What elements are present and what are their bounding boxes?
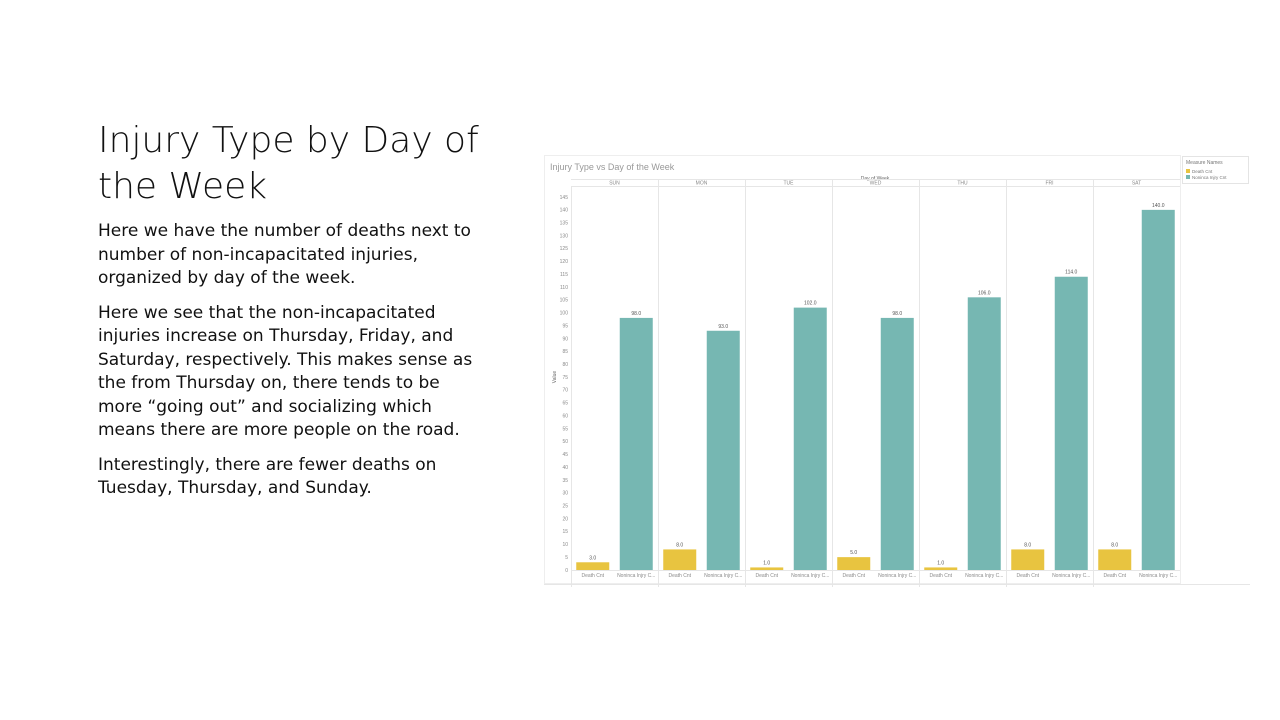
death-bar-sat <box>1098 549 1132 570</box>
noninca-bar-mon <box>706 330 740 570</box>
death-bar-sun <box>576 562 610 570</box>
x-tick-label: Death Cnt <box>581 573 604 579</box>
x-tick-label: Death Cnt <box>842 573 865 579</box>
y-tick-label: 50 <box>562 439 568 445</box>
noninca-bar-sun <box>619 317 653 570</box>
bar-value-label: 140.0 <box>1152 203 1165 209</box>
x-tick-label: Noninca Injry C... <box>1052 573 1090 579</box>
legend-swatch-death <box>1186 169 1190 173</box>
x-tick-label: Death Cnt <box>1016 573 1039 579</box>
y-tick-label: 60 <box>562 413 568 419</box>
y-tick-label: 15 <box>562 529 568 535</box>
noninca-bar-tue <box>793 307 827 570</box>
y-tick-label: 45 <box>562 452 568 458</box>
noninca-bar-wed <box>880 317 914 570</box>
day-header-tue: TUE <box>784 181 795 187</box>
day-header-mon: MON <box>696 181 708 187</box>
day-header-thu: THU <box>957 181 968 187</box>
bar-value-label: 98.0 <box>892 311 902 317</box>
x-tick-label: Death Cnt <box>668 573 691 579</box>
day-header-fri: FRI <box>1045 181 1053 187</box>
y-tick-label: 30 <box>562 491 568 497</box>
legend-title: Measure Names <box>1186 160 1223 166</box>
bar-value-label: 8.0 <box>1111 542 1118 548</box>
bar-value-label: 98.0 <box>631 311 641 317</box>
legend-label-death: Death Cnt <box>1192 169 1213 174</box>
legend: Measure Names Death Cnt Noninca Injry Cn… <box>1182 156 1249 184</box>
noninca-bar-sat <box>1141 209 1175 570</box>
y-tick-label: 0 <box>565 568 568 574</box>
y-tick-label: 20 <box>562 516 568 522</box>
paragraph-1: Here we have the number of deaths next t… <box>98 221 471 288</box>
x-tick-label: Noninca Injry C... <box>878 573 916 579</box>
bar-value-label: 114.0 <box>1065 270 1077 276</box>
y-tick-label: 90 <box>562 336 568 342</box>
x-tick-label: Death Cnt <box>1103 573 1126 579</box>
death-bar-fri <box>1011 549 1045 570</box>
slide-title: Injury Type by Day of the Week <box>98 120 479 207</box>
y-tick-label: 65 <box>562 401 568 407</box>
slide-body: Here we have the number of deaths next t… <box>98 220 483 512</box>
chart-title: Injury Type vs Day of the Week <box>550 162 675 172</box>
noninca-bar-thu <box>967 297 1001 570</box>
y-tick-label: 120 <box>560 259 569 265</box>
x-tick-label: Death Cnt <box>929 573 952 579</box>
y-tick-label: 10 <box>562 542 568 548</box>
y-tick-label: 55 <box>562 426 568 432</box>
bar-value-label: 106.0 <box>978 290 991 296</box>
death-bar-mon <box>663 549 697 570</box>
bar-value-label: 5.0 <box>850 550 857 556</box>
legend-label-noninca: Noninca Injry Cnt <box>1192 175 1227 180</box>
x-tick-label: Noninca Injry C... <box>704 573 742 579</box>
bar-value-label: 1.0 <box>937 560 944 566</box>
y-tick-label: 100 <box>560 311 569 317</box>
y-tick-label: 95 <box>562 323 568 329</box>
noninca-bar-fri <box>1054 276 1088 570</box>
x-tick-label: Noninca Injry C... <box>1139 573 1177 579</box>
paragraph-3: Interestingly, there are fewer deaths on… <box>98 454 437 499</box>
y-tick-label: 35 <box>562 478 568 484</box>
y-tick-label: 5 <box>565 555 568 561</box>
death-bar-wed <box>837 557 871 570</box>
y-tick-label: 75 <box>562 375 568 381</box>
y-tick-label: 130 <box>560 233 569 239</box>
y-tick-label: 115 <box>560 272 568 278</box>
y-tick-label: 40 <box>562 465 568 471</box>
y-axis-label: Value <box>552 371 558 384</box>
y-tick-label: 105 <box>560 298 569 304</box>
y-tick-label: 135 <box>560 221 569 227</box>
death-bar-tue <box>750 567 784 570</box>
y-tick-label: 85 <box>562 349 568 355</box>
x-tick-label: Death Cnt <box>755 573 778 579</box>
y-tick-label: 125 <box>560 246 569 252</box>
plot-area: 0 5 10 15 20 25 30 35 40 45 50 55 60 65 70 75 80 85 90 95 10… <box>560 179 1180 587</box>
paragraph-2: Here we see that the non-incapacitated i… <box>98 302 473 441</box>
x-tick-label: Noninca Injry C... <box>791 573 829 579</box>
bar-value-label: 1.0 <box>763 560 770 566</box>
y-tick-label: 140 <box>560 208 569 214</box>
y-tick-label: 145 <box>560 195 569 201</box>
y-tick-label: 110 <box>560 285 568 291</box>
death-bar-thu <box>924 567 958 570</box>
x-tick-label: Noninca Injry C... <box>617 573 655 579</box>
y-tick-label: 25 <box>562 503 568 509</box>
bar-value-label: 8.0 <box>676 542 683 548</box>
day-header-sat: SAT <box>1132 181 1141 187</box>
y-tick-label: 80 <box>562 362 568 368</box>
x-tick-label: Noninca Injry C... <box>965 573 1003 579</box>
chart-sheet-border <box>544 155 1181 584</box>
y-tick-label: 70 <box>562 388 568 394</box>
chart-frame: Injury Type vs Day of the Week Day of We… <box>544 155 1250 587</box>
legend-box <box>1182 156 1249 184</box>
legend-swatch-noninca <box>1186 175 1190 179</box>
bar-chart: Injury Type vs Day of the Week Day of We… <box>544 155 1250 587</box>
bar-value-label: 102.0 <box>804 301 817 307</box>
day-header-wed: WED <box>870 181 882 187</box>
day-header-sun: SUN <box>609 181 620 187</box>
bar-value-label: 3.0 <box>589 555 596 561</box>
bar-value-label: 93.0 <box>718 324 728 330</box>
bar-value-label: 8.0 <box>1024 542 1031 548</box>
